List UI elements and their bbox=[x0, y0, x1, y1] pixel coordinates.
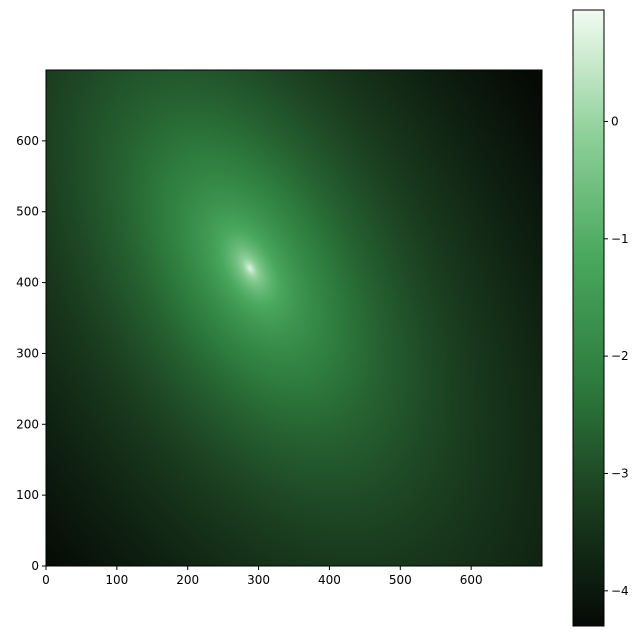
x-axis: 0 100 200 300 400 500 600 bbox=[42, 566, 483, 587]
colorbar-tick-label: 0 bbox=[611, 114, 619, 128]
y-tick-label: 0 bbox=[31, 559, 39, 573]
y-tick-label: 400 bbox=[16, 276, 39, 290]
x-tick-label: 100 bbox=[105, 573, 128, 587]
colorbar-gradient bbox=[573, 10, 604, 626]
plot-frame bbox=[45, 69, 543, 567]
colorbar-ticks: 0 −1 −2 −3 −4 bbox=[604, 114, 629, 598]
y-tick-label: 200 bbox=[16, 417, 39, 431]
heatmap-image bbox=[46, 70, 542, 566]
colorbar-tick-label: −3 bbox=[611, 466, 629, 480]
colorbar-tick-label: −4 bbox=[611, 584, 629, 598]
x-tick-label: 600 bbox=[460, 573, 483, 587]
x-tick-label: 400 bbox=[318, 573, 341, 587]
colorbar: 0 −1 −2 −3 −4 bbox=[572, 9, 629, 627]
y-tick-label: 100 bbox=[16, 488, 39, 502]
y-tick-label: 300 bbox=[16, 346, 39, 360]
colorbar-tick-label: −2 bbox=[611, 349, 629, 363]
y-axis: 0 100 200 300 400 500 600 bbox=[16, 134, 46, 573]
y-tick-label: 600 bbox=[16, 134, 39, 148]
y-tick-label: 500 bbox=[16, 205, 39, 219]
colorbar-frame bbox=[572, 9, 605, 627]
x-tick-label: 200 bbox=[176, 573, 199, 587]
x-tick-label: 300 bbox=[247, 573, 270, 587]
colorbar-tick-label: −1 bbox=[611, 232, 629, 246]
x-tick-label: 500 bbox=[389, 573, 412, 587]
plot-area bbox=[45, 69, 543, 567]
x-tick-label: 0 bbox=[42, 573, 50, 587]
